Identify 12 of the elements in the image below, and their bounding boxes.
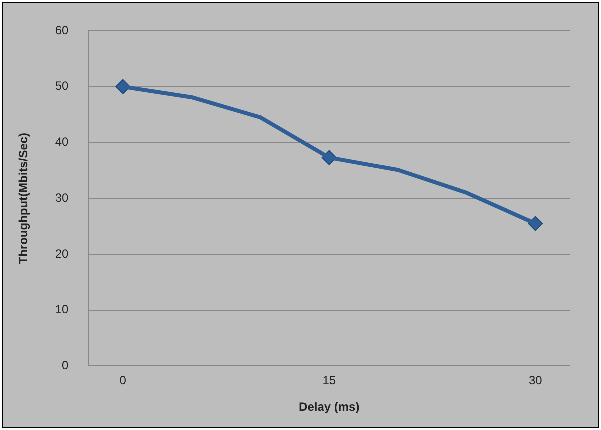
y-tick-label: 20 [55, 246, 70, 261]
x-tick-label: 30 [528, 374, 543, 388]
y-tick-label: 30 [55, 190, 70, 205]
y-tick-label: 0 [62, 358, 70, 373]
y-tick-label: 10 [55, 302, 70, 317]
x-axis-title: Delay (ms) [299, 400, 360, 414]
y-tick-label: 60 [55, 23, 70, 38]
x-tick-label: 15 [322, 374, 336, 388]
y-tick-label: 40 [55, 135, 70, 150]
y-tick-label: 50 [55, 79, 70, 94]
y-axis-title: Throughput(Mbits/Sec) [16, 132, 31, 264]
x-tick-label: 0 [120, 374, 127, 388]
